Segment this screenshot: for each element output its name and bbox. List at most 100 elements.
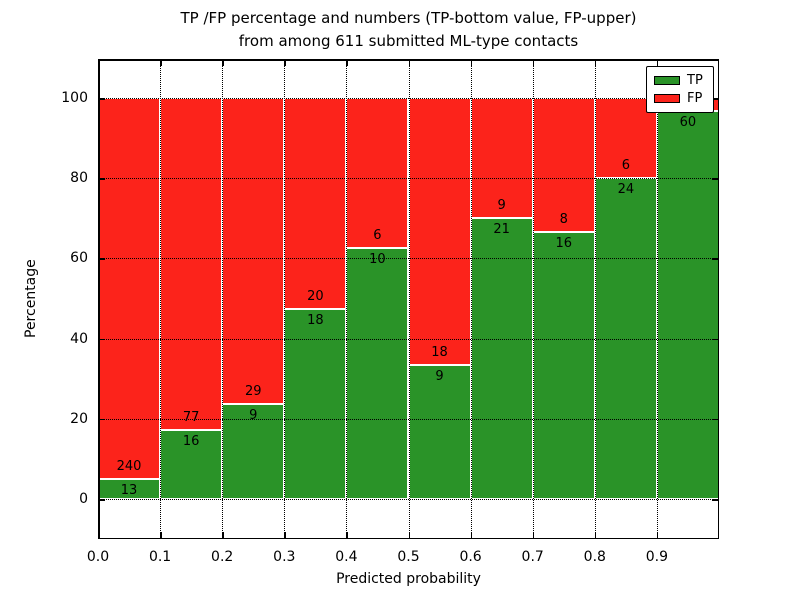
y-tick-label: 60 xyxy=(70,250,88,267)
bar-segment-fp xyxy=(160,98,223,431)
x-tick-mark xyxy=(656,532,659,538)
x-tick-label: 0.7 xyxy=(521,549,544,565)
x-tick-mark xyxy=(470,60,473,66)
x-tick-mark xyxy=(532,60,535,66)
fp-count-label: 240 xyxy=(116,458,142,474)
vertical-gridline xyxy=(656,59,658,539)
x-tick-label: 0.1 xyxy=(148,549,172,565)
x-tick-mark xyxy=(160,60,162,66)
tp-count-label: 13 xyxy=(120,482,138,498)
x-tick-mark xyxy=(284,532,286,538)
tp-count-label: 18 xyxy=(307,312,324,328)
bar-segment-fp xyxy=(346,98,409,249)
legend-item-fp: FP xyxy=(654,91,706,106)
vertical-gridline xyxy=(470,59,472,539)
x-tick-label: 0.3 xyxy=(273,549,296,565)
chart-title-line1: TP /FP percentage and numbers (TP-bottom… xyxy=(180,9,637,27)
y-tick-mark xyxy=(712,338,718,341)
x-tick-mark xyxy=(532,532,535,538)
y-tick-label: 100 xyxy=(61,90,88,106)
x-tick-mark xyxy=(408,532,410,538)
vertical-gridline xyxy=(160,59,162,539)
x-tick-label: 0.4 xyxy=(335,549,358,565)
bar-segment-tp xyxy=(284,308,347,499)
x-tick-mark xyxy=(346,60,348,66)
y-tick-mark xyxy=(99,499,105,501)
bar-segment-tp xyxy=(656,110,719,499)
x-tick-label: 0.6 xyxy=(459,549,482,565)
chart-title-line2: from among 611 submitted ML-type contact… xyxy=(238,32,579,50)
vertical-gridline xyxy=(408,59,410,539)
legend-item-tp: TP xyxy=(654,73,706,88)
vertical-gridline xyxy=(284,59,286,539)
bar-segment-fp xyxy=(222,98,285,404)
tp-count-label: 16 xyxy=(182,434,200,450)
vertical-gridline xyxy=(346,59,348,539)
x-tick-mark xyxy=(470,532,473,538)
tp-count-label: 24 xyxy=(617,182,635,198)
top-axis-spine xyxy=(98,59,719,61)
fp-count-label: 6 xyxy=(621,158,630,174)
y-tick-mark xyxy=(712,258,718,260)
fp-count-label: 20 xyxy=(307,288,324,304)
fp-count-label: 18 xyxy=(431,345,448,361)
tp-count-label: 10 xyxy=(369,252,386,268)
vertical-gridline xyxy=(594,59,596,539)
bar-segment-fp xyxy=(470,98,533,219)
fp-count-label: 77 xyxy=(182,410,200,426)
legend-label-tp: TP xyxy=(687,73,703,89)
y-tick-mark xyxy=(99,178,105,180)
tp-legend-swatch-icon xyxy=(654,76,680,86)
fp-legend-swatch-icon xyxy=(654,93,680,103)
x-tick-mark xyxy=(222,60,224,66)
x-tick-mark xyxy=(284,60,286,66)
x-tick-label: 0.8 xyxy=(583,549,606,565)
bottom-axis-spine xyxy=(98,537,719,539)
y-tick-mark xyxy=(712,418,718,421)
y-tick-mark xyxy=(99,258,105,260)
y-tick-label: 40 xyxy=(70,330,88,347)
tp-count-label: 21 xyxy=(493,222,510,238)
bar-segment-fp xyxy=(284,98,347,309)
y-tick-mark xyxy=(712,178,718,180)
x-tick-mark xyxy=(408,60,410,66)
y-tick-label: 0 xyxy=(79,491,88,507)
fp-count-label: 9 xyxy=(497,198,506,214)
y-axis-label: Percentage xyxy=(23,259,39,339)
bar-segment-tp xyxy=(346,248,409,499)
fp-count-label: 8 xyxy=(559,211,568,227)
x-tick-mark xyxy=(346,532,348,538)
x-tick-mark xyxy=(98,60,100,66)
bar-segment-tp xyxy=(532,231,595,499)
legend-label-fp: FP xyxy=(687,90,703,106)
y-tick-label: 20 xyxy=(70,410,88,427)
x-tick-label: 0.9 xyxy=(645,549,669,565)
tp-count-label: 9 xyxy=(249,407,258,423)
y-tick-mark xyxy=(99,338,105,341)
bar-segment-tp xyxy=(408,365,471,499)
bar-segment-fp xyxy=(98,98,161,479)
x-tick-label: 0.5 xyxy=(397,549,420,565)
bar-segment-tp xyxy=(160,430,223,499)
y-tick-mark xyxy=(712,98,718,100)
vertical-gridline xyxy=(222,59,224,539)
legend: TP FP xyxy=(646,66,714,113)
x-tick-mark xyxy=(656,60,659,66)
y-tick-mark xyxy=(712,499,718,501)
tp-count-label: 16 xyxy=(555,235,572,251)
fp-count-label: 29 xyxy=(244,383,262,399)
tp-count-label: 9 xyxy=(435,369,444,385)
right-axis-spine xyxy=(717,59,719,539)
y-tick-mark xyxy=(99,418,105,421)
x-tick-mark xyxy=(594,60,597,66)
x-tick-mark xyxy=(160,532,162,538)
x-axis-label: Predicted probability xyxy=(336,571,481,587)
tp-count-label: 60 xyxy=(679,114,697,130)
y-tick-mark xyxy=(99,98,105,100)
plot-area: 240 13 77 16 29 9 20 18 6 10 18 9 9 21 8 16 6 24 60 xyxy=(98,59,719,539)
bar-segment-fp xyxy=(408,98,471,366)
x-tick-mark xyxy=(594,532,597,538)
x-tick-label: 0.0 xyxy=(86,549,110,565)
y-tick-label: 80 xyxy=(70,170,88,187)
